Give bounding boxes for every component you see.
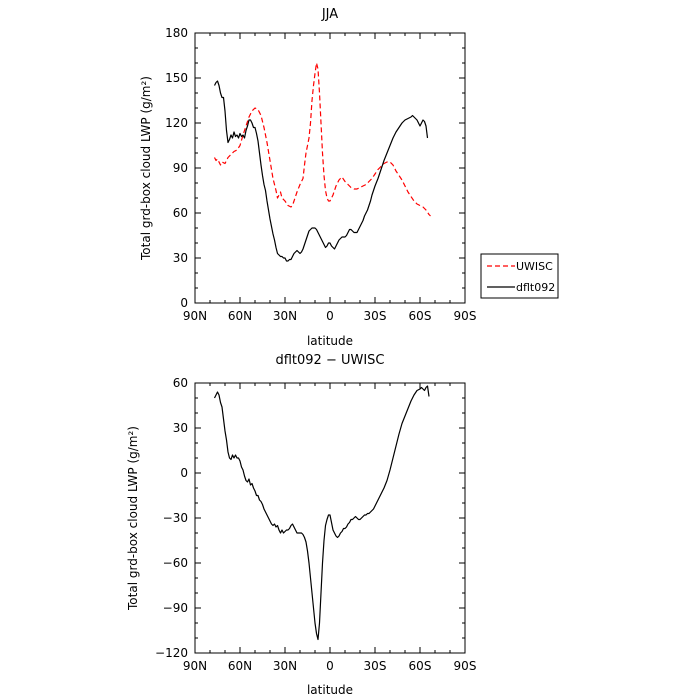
legend-label-uwisc: UWISC: [516, 260, 553, 273]
bottom-x-axis-label: latitude: [307, 683, 353, 697]
bottom-series-line-0: [213, 385, 430, 641]
legend-box: [480, 253, 559, 299]
bottom-x-tick-label: 0: [326, 659, 334, 673]
top-x-tick-label: 0: [326, 309, 334, 323]
top-y-axis-label: Total grd-box cloud LWP (g/m²): [139, 76, 153, 261]
bottom-series-group: [213, 385, 430, 641]
bottom-y-tick-label: −30: [163, 511, 188, 525]
top-panel: JJA 90N 60N 30N 0 30S 60S 90S0306090120150180 …: [139, 7, 559, 348]
bottom-y-tick-label: −120: [155, 646, 188, 660]
bottom-panel: dflt092 − UWISC 90N 60N 30N 0 30S 60S 90S −120 −…: [126, 353, 476, 697]
top-axis-ticks: 90N 60N 30N 0 30S 60S 90S 0 30 60 90 120 150 180: [165, 26, 476, 323]
bottom-x-tick-label: 30N: [273, 659, 297, 673]
top-x-tick-label: 60S: [409, 309, 432, 323]
bottom-x-tick-label: 60S: [409, 659, 432, 673]
top-chart-title: JJA: [321, 7, 338, 22]
bottom-x-tick-label: 90N: [183, 659, 207, 673]
top-x-axis-label: latitude: [307, 334, 353, 348]
top-x-tick-label: 60N: [228, 309, 252, 323]
top-y-tick-label: 60: [173, 206, 188, 220]
top-x-tick-label: 30N: [273, 309, 297, 323]
top-y-tick-label: 90: [173, 161, 188, 175]
top-y-tick-label: 30: [173, 251, 188, 265]
top-y-tick-label: 120: [165, 116, 188, 130]
top-y-tick-label: 150: [165, 71, 188, 85]
top-y-tick-label: 0: [180, 296, 188, 310]
legend-label-dflt092: dflt092: [516, 281, 555, 294]
top-series-group: [213, 62, 431, 262]
bottom-x-tick-label: 30S: [364, 659, 387, 673]
bottom-y-axis-label: Total grd-box cloud LWP (g/m²): [126, 426, 140, 611]
top-x-tick-label: 90S: [454, 309, 477, 323]
top-series-line-uwisc: [213, 62, 431, 217]
bottom-y-tick-label: 60: [173, 376, 188, 390]
bottom-y-tick-label: −90: [163, 601, 188, 615]
top-y-tick-label: 180: [165, 26, 188, 40]
bottom-y-tick-label: 0: [180, 466, 188, 480]
bottom-axis-ticks: 90N 60N 30N 0 30S 60S 90S −120 −90 −60 −30 0 30 60: [155, 376, 476, 673]
bottom-chart-title: dflt092 − UWISC: [275, 353, 384, 368]
bottom-x-tick-label: 90S: [454, 659, 477, 673]
top-series-line-dflt092: [213, 80, 429, 262]
bottom-y-tick-label: 30: [173, 421, 188, 435]
top-x-tick-label: 30S: [364, 309, 387, 323]
bottom-y-tick-label: −60: [163, 556, 188, 570]
top-x-tick-label: 90N: [183, 309, 207, 323]
top-plot-frame: [194, 32, 466, 304]
legend: UWISC dflt092: [480, 253, 559, 299]
bottom-x-tick-label: 60N: [228, 659, 252, 673]
